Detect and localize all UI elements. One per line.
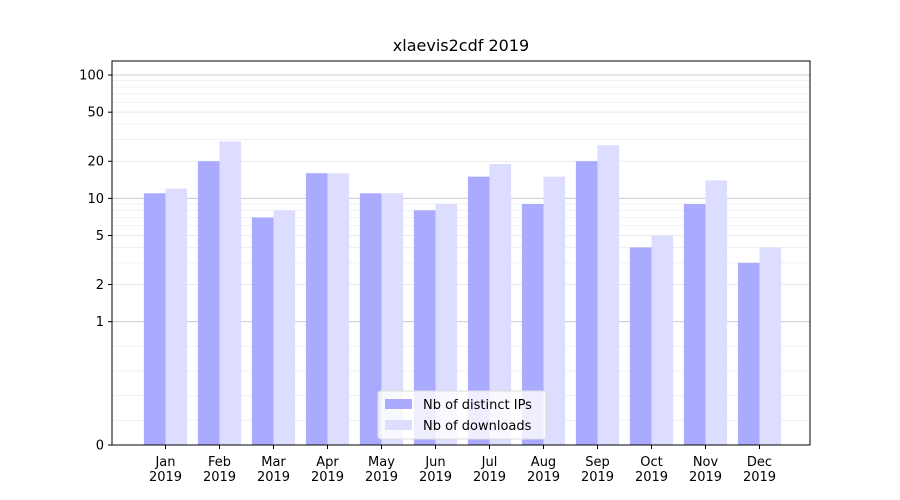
chart-title: xlaevis2cdf 2019 <box>393 36 529 55</box>
bar <box>489 163 512 445</box>
legend-box <box>377 390 547 440</box>
y-tick-label: 20 <box>87 155 104 170</box>
bar <box>651 235 674 445</box>
bars-layer <box>143 141 782 446</box>
bar <box>381 193 404 445</box>
y-tick-label: 1 <box>96 315 104 330</box>
bar <box>597 145 620 445</box>
bar <box>629 247 652 445</box>
legend-swatch <box>385 399 412 409</box>
y-tick-label: 50 <box>87 106 104 121</box>
y-tick-label: 0 <box>96 439 104 454</box>
bar <box>413 210 436 445</box>
x-tick-label: Apr 2019 <box>311 455 344 485</box>
y-tick-label: 10 <box>87 192 104 207</box>
x-tick-label: Jun 2019 <box>419 455 452 485</box>
x-tick-label: Jul 2019 <box>473 455 506 485</box>
bar <box>165 188 188 446</box>
bar <box>575 161 598 445</box>
x-tick-label: Jan 2019 <box>149 455 182 485</box>
bar <box>305 173 328 446</box>
bar <box>543 176 566 445</box>
bar <box>467 176 490 445</box>
x-tick-label: May 2019 <box>365 455 398 485</box>
y-tick-label: 2 <box>96 278 104 293</box>
y-tick-label: 100 <box>79 69 104 84</box>
x-tick-label: Aug 2019 <box>527 455 560 485</box>
legend: Nb of distinct IPs Nb of downloads <box>377 390 547 440</box>
bar <box>435 204 458 445</box>
bar <box>705 180 728 445</box>
bar <box>143 193 166 445</box>
x-tick-label: Oct 2019 <box>635 455 668 485</box>
legend-swatch <box>385 420 412 430</box>
bar <box>219 141 242 445</box>
bar <box>251 217 274 445</box>
x-tick-label: Mar 2019 <box>257 455 290 485</box>
x-tick-label: Feb 2019 <box>203 455 236 485</box>
bar <box>359 193 382 445</box>
x-tick-label: Nov 2019 <box>689 455 722 485</box>
plot-area-frame <box>111 60 811 446</box>
legend-label: Nb of downloads <box>423 419 532 434</box>
bar <box>759 247 782 445</box>
bar <box>327 173 350 446</box>
bar <box>737 262 760 445</box>
bar <box>197 161 220 445</box>
bar <box>683 204 706 445</box>
x-tick-label: Sep 2019 <box>581 455 614 485</box>
x-tick-label: Dec 2019 <box>743 455 776 485</box>
bar <box>521 204 544 445</box>
legend-label: Nb of distinct IPs <box>423 398 532 413</box>
y-axis: 0 1 2 5 10 20 50 100 <box>79 69 112 454</box>
x-axis: Jan 2019 Feb 2019 Mar 2019 Apr 2019 May 2019 Jun 20… <box>149 445 776 485</box>
bar <box>273 210 296 445</box>
y-tick-label: 5 <box>96 229 104 244</box>
